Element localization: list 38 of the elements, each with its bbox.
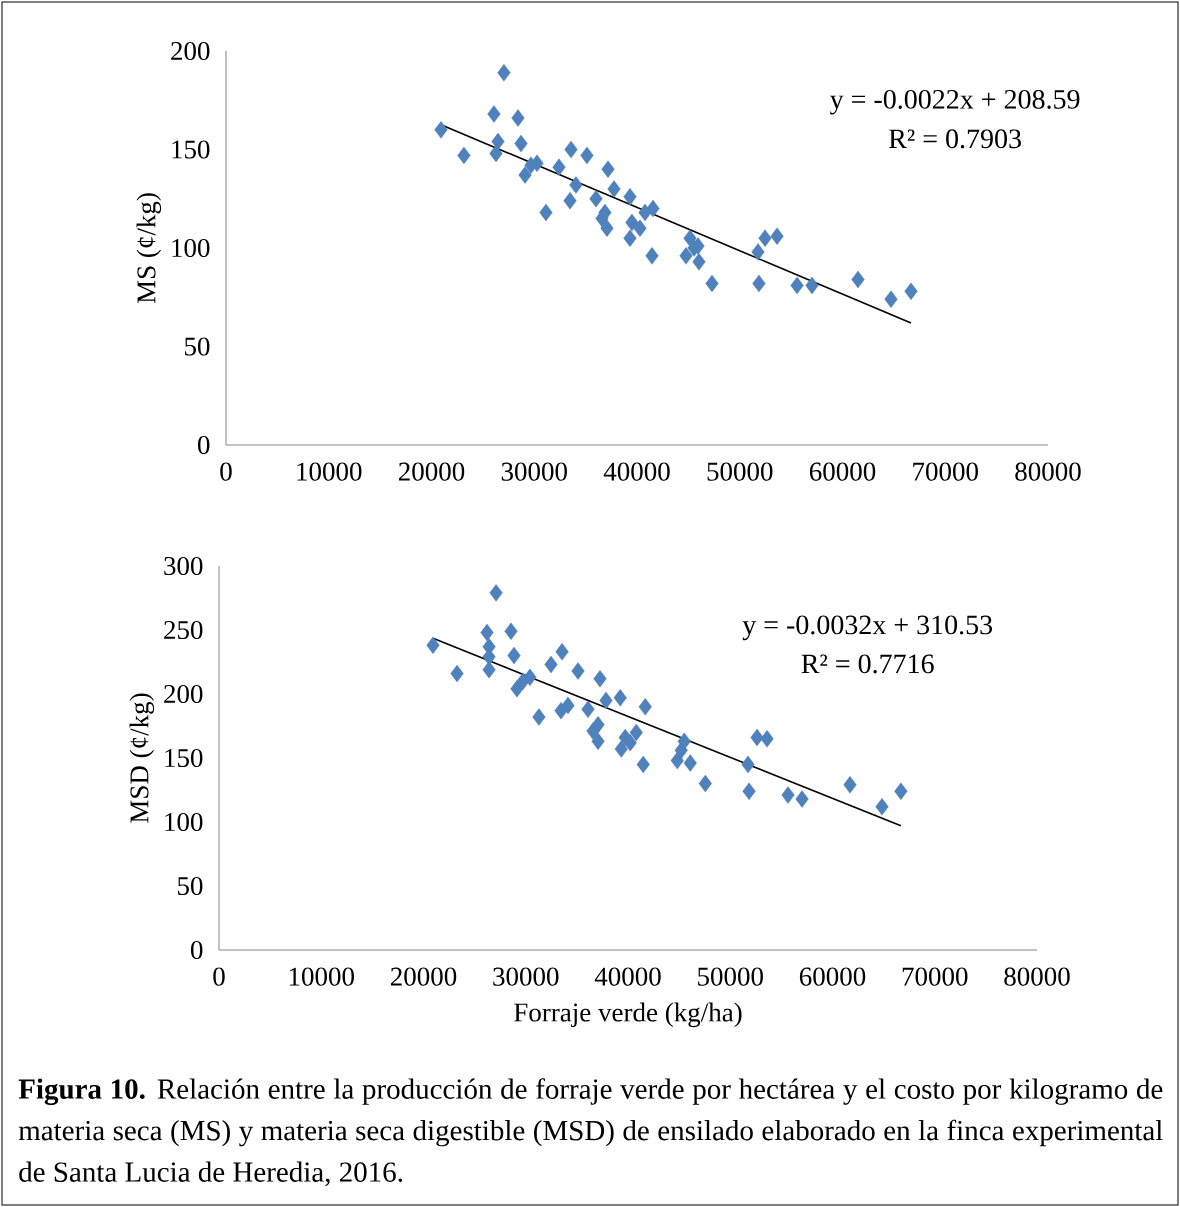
annotation: R² = 0.7716: [801, 654, 934, 674]
x-tick-label: 20000: [398, 462, 465, 481]
y-tick-label: 100: [172, 238, 210, 258]
x-tick-label: 50000: [707, 462, 773, 481]
y-tick-label: 0: [198, 435, 210, 455]
annotation: R² = 0.7903: [888, 129, 1021, 149]
x-tick-label: 80000: [1015, 462, 1081, 481]
annotation: y = -0.0032x + 310.53: [742, 615, 993, 641]
x-tick-label: 60000: [799, 967, 866, 986]
x-tick-label: 30000: [501, 462, 567, 481]
text: Figura 10. Relación entre la producción de forraje verde por hectárea y el costo por kilogramo de materia seca (MS) y materia seca digestible (MSD) de ensilado elaborado en la finca experimental de Santa Lucia de Heredia, 2016.: [18, 1078, 1163, 1187]
y-tick-label: 250: [164, 620, 203, 640]
x-tick-label: 40000: [603, 462, 670, 481]
x-tick-label: 0: [220, 462, 232, 481]
x-tick-label: 10000: [289, 967, 354, 986]
y-tick-label: 0: [191, 940, 203, 960]
x-tick-label: 10000: [297, 462, 362, 481]
y-tick-label: 300: [164, 556, 203, 576]
x-tick-label: 20000: [390, 967, 457, 986]
y-tick-label: 150: [172, 140, 210, 159]
y-axis-title: MS (¢/kg): [136, 193, 162, 304]
y-tick-label: 50: [185, 337, 210, 356]
x-axis-title: Forraje verde (kg/ha): [514, 1002, 742, 1028]
x-tick-label: 0: [213, 967, 225, 986]
y-tick-label: 50: [178, 876, 203, 896]
y-axis-title: MSD (¢/kg): [129, 693, 155, 823]
y-tick-label: 150: [165, 748, 203, 768]
y-tick-label: 200: [164, 684, 203, 704]
x-tick-label: 30000: [493, 967, 559, 986]
annotation: y = -0.0022x + 208.59: [830, 89, 1080, 115]
x-tick-label: 50000: [698, 967, 763, 986]
x-tick-label: 80000: [1004, 967, 1070, 986]
x-tick-label: 60000: [809, 462, 876, 481]
x-tick-label: 70000: [913, 462, 978, 481]
y-tick-label: 100: [165, 812, 203, 832]
x-tick-label: 70000: [902, 967, 968, 986]
x-tick-label: 40000: [594, 967, 661, 986]
y-tick-label: 200: [171, 41, 210, 61]
